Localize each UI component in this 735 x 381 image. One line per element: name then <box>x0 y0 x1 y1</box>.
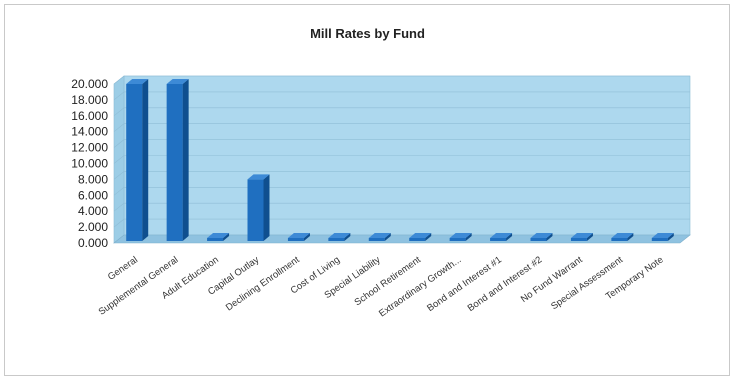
gridline <box>113 139 690 148</box>
bar-side <box>182 79 189 241</box>
bar-front <box>611 238 628 241</box>
bar <box>490 233 513 241</box>
bar-side <box>465 233 472 241</box>
bar-side <box>506 233 513 241</box>
bar-top <box>207 233 230 238</box>
bar-front <box>126 84 143 241</box>
y-tick-label: 0.000 <box>78 236 108 250</box>
bar-front <box>530 238 547 241</box>
gridline <box>113 187 690 196</box>
bars <box>126 79 674 241</box>
bar-front <box>368 238 385 241</box>
bar-top <box>651 233 674 238</box>
y-tick-label: 6.000 <box>78 188 108 202</box>
bar <box>207 233 230 241</box>
bar <box>328 233 351 241</box>
bar-top <box>126 79 149 84</box>
bar-top <box>287 233 310 238</box>
bar-top <box>328 233 351 238</box>
bar-front <box>207 238 224 241</box>
bar-front <box>490 238 507 241</box>
bar-side <box>546 233 553 241</box>
bar-front <box>449 238 466 241</box>
y-tick-label: 16.000 <box>71 109 108 123</box>
bar-top <box>247 174 270 180</box>
bar <box>126 79 149 241</box>
bar-top <box>530 233 553 238</box>
chart-title: Mill Rates by Fund <box>310 26 425 41</box>
gridline <box>113 155 690 164</box>
category-label: Bond and Interest #2 <box>466 254 545 314</box>
y-tick-label: 12.000 <box>71 141 108 155</box>
bar-front <box>570 238 587 241</box>
category-label: Special Assessment <box>549 254 625 312</box>
bar <box>287 233 310 241</box>
gridline <box>113 75 690 85</box>
bar-top <box>611 233 634 238</box>
bar-front <box>247 179 264 241</box>
bar-side <box>667 233 674 241</box>
category-label: Declining Enrollment <box>224 254 302 313</box>
floor <box>113 234 691 244</box>
gridlines <box>113 75 690 228</box>
bar <box>611 233 634 241</box>
y-tick-label: 20.000 <box>71 77 108 91</box>
bar-front <box>409 238 426 241</box>
y-tick-label: 14.000 <box>71 125 108 139</box>
bar-front <box>328 238 345 241</box>
bar-side <box>303 233 310 241</box>
bar <box>247 174 270 241</box>
bar-top <box>409 233 432 238</box>
category-label: General <box>106 254 140 282</box>
bar-top <box>166 79 189 84</box>
y-tick-label: 2.000 <box>78 220 108 234</box>
bar-top <box>449 233 472 238</box>
bar-front <box>287 238 304 241</box>
bar-side <box>223 233 230 241</box>
gridline <box>113 202 690 212</box>
bar-side <box>142 79 149 241</box>
bar <box>651 233 674 241</box>
bar-top <box>490 233 513 238</box>
chart-walls <box>113 75 691 244</box>
bar-front <box>651 238 668 241</box>
bar-side <box>627 233 634 241</box>
bar <box>368 233 391 241</box>
bar <box>570 233 593 241</box>
bar-side <box>425 233 432 241</box>
gridline <box>113 123 690 132</box>
y-tick-label: 18.000 <box>71 93 108 107</box>
bar-front <box>166 84 183 241</box>
y-tick-label: 8.000 <box>78 172 108 186</box>
gridline <box>113 91 690 101</box>
bar-top <box>368 233 391 238</box>
bar <box>166 79 189 241</box>
y-tick-label: 10.000 <box>71 157 108 171</box>
bar-side <box>384 233 391 241</box>
bar-side <box>344 233 351 241</box>
bar <box>409 233 432 241</box>
bar <box>530 233 553 241</box>
bar-side <box>263 174 270 241</box>
bar <box>449 233 472 241</box>
gridline <box>113 218 690 228</box>
bar-top <box>570 233 593 238</box>
gridline <box>113 107 690 117</box>
y-tick-label: 4.000 <box>78 204 108 218</box>
gridline <box>113 171 690 180</box>
bar-side <box>586 233 593 241</box>
